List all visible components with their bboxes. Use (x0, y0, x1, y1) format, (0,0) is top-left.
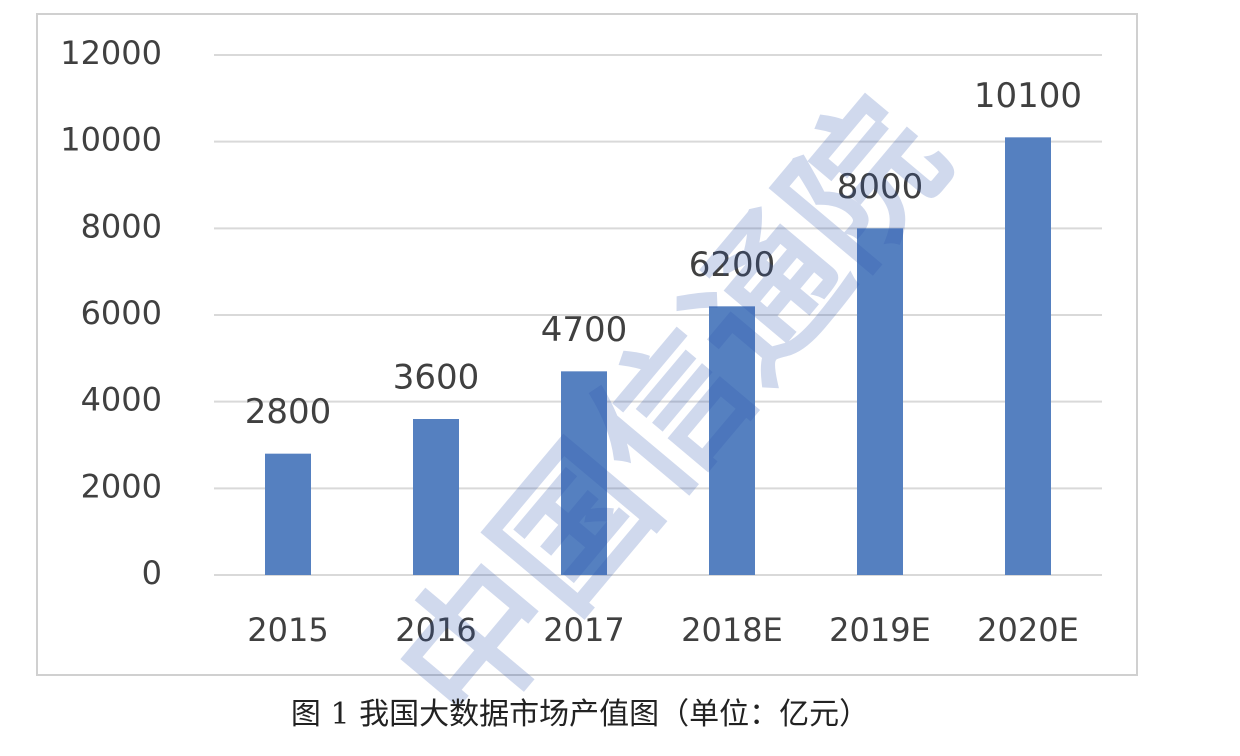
y-tick-label: 2000 (81, 467, 162, 505)
y-tick-label: 0 (142, 554, 162, 592)
x-tick-label: 2019E (829, 611, 931, 649)
y-tick-label: 12000 (60, 34, 162, 72)
data-label: 10100 (974, 76, 1082, 116)
bar (265, 453, 311, 575)
bar (1005, 137, 1051, 576)
x-tick-label: 2018E (681, 611, 783, 649)
y-tick-label: 10000 (60, 121, 162, 159)
data-label: 8000 (837, 167, 924, 207)
data-label: 3600 (393, 358, 480, 398)
bar (857, 228, 903, 576)
x-tick-label: 2016 (395, 611, 476, 649)
y-tick-label: 6000 (81, 294, 162, 332)
x-tick-label: 2017 (543, 611, 624, 649)
y-tick-label: 4000 (81, 381, 162, 419)
caption: 图 1 我国大数据市场产值图（单位：亿元） (291, 697, 869, 732)
x-tick-label: 2015 (247, 611, 328, 649)
bar (413, 419, 459, 575)
x-tick-label: 2020E (977, 611, 1079, 649)
y-tick-label: 8000 (81, 207, 162, 245)
bar (561, 371, 607, 575)
plot-area: 0 2000 4000 6000 8000 10000 12000 2015 2800 2016 3… (60, 34, 1102, 649)
data-label: 6200 (689, 245, 776, 285)
bar (709, 306, 755, 575)
data-label: 4700 (541, 310, 628, 350)
data-label: 2800 (245, 392, 332, 432)
